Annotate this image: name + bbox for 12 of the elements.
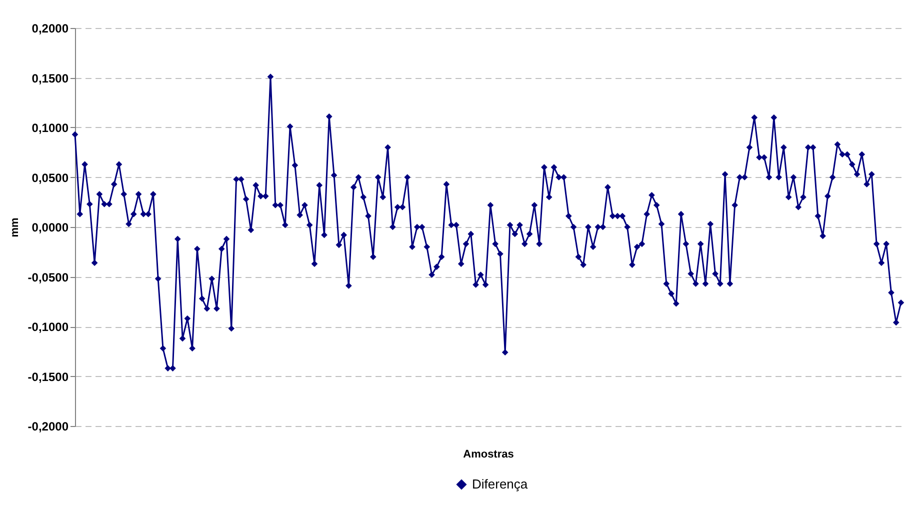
- y-tick-label: -0,0500: [28, 270, 69, 284]
- y-tick-label: 0,1500: [32, 71, 69, 86]
- y-tick-label: -0,1000: [28, 320, 69, 334]
- legend-label: Diferença: [472, 476, 528, 492]
- y-tick-label: -0,2000: [28, 420, 69, 434]
- y-axis-title: mm: [8, 218, 21, 238]
- y-tick-label: -0,1500: [28, 370, 69, 384]
- y-tick-label: 0,2000: [32, 22, 69, 36]
- y-tick-label: 0,0000: [32, 220, 69, 234]
- x-axis-title: Amostras: [463, 448, 514, 460]
- y-tick-label: 0,0500: [32, 170, 69, 185]
- y-tick-label: 0,1000: [32, 121, 69, 135]
